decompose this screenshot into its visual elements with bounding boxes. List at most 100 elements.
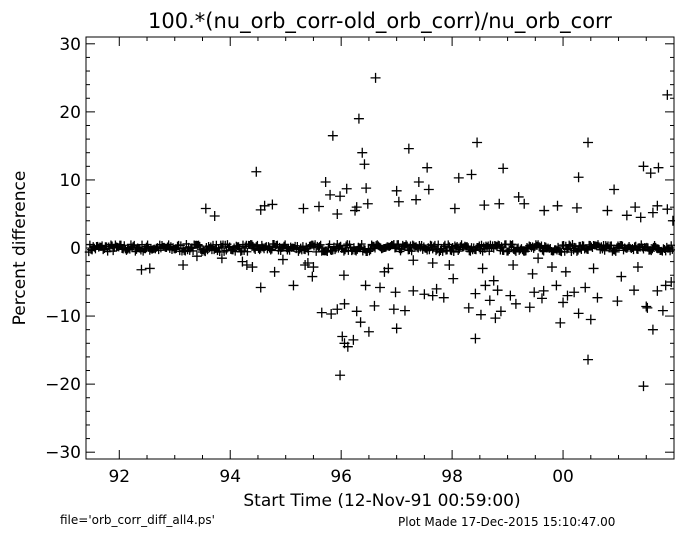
x-tick-label: 92 xyxy=(108,467,130,487)
data-point xyxy=(337,331,348,342)
data-point xyxy=(251,166,262,177)
x-tick-label: 00 xyxy=(552,467,574,487)
x-axis-label: Start Time (12-Nov-91 00:59:00) xyxy=(243,491,520,511)
data-point xyxy=(357,147,368,158)
data-point xyxy=(360,280,371,291)
data-point xyxy=(510,298,521,309)
y-tick-label: −20 xyxy=(45,375,81,395)
data-point xyxy=(645,168,656,179)
data-point xyxy=(536,293,547,304)
y-tick-label: 0 xyxy=(70,239,81,259)
data-point xyxy=(602,205,613,216)
data-point xyxy=(427,257,438,268)
data-points xyxy=(136,72,675,392)
data-point xyxy=(325,189,336,200)
data-point xyxy=(657,305,668,316)
band-point xyxy=(345,240,354,249)
band-point xyxy=(497,242,506,251)
band-point xyxy=(511,247,520,256)
data-point xyxy=(332,304,343,315)
data-point xyxy=(339,338,350,349)
data-point xyxy=(592,292,603,303)
data-point xyxy=(408,285,419,296)
data-point xyxy=(470,288,481,299)
data-point xyxy=(332,208,343,219)
data-point xyxy=(621,210,632,221)
data-point xyxy=(353,113,364,124)
band-point xyxy=(366,246,375,255)
axes: 92 94 96 98 00 30 20 10 0 −10 −20 −30 xyxy=(45,35,674,487)
data-point xyxy=(527,268,538,279)
data-point xyxy=(562,290,573,301)
data-point xyxy=(339,298,350,309)
data-point xyxy=(652,200,663,211)
y-tick-label: −10 xyxy=(45,307,81,327)
data-point xyxy=(388,304,399,315)
data-point xyxy=(560,266,571,277)
x-tick-label: 94 xyxy=(219,467,241,487)
data-point xyxy=(259,200,270,211)
band-point xyxy=(565,240,574,249)
band-point xyxy=(129,242,138,251)
band-point xyxy=(85,240,94,249)
data-point xyxy=(638,381,649,392)
band-point xyxy=(572,247,581,256)
data-point xyxy=(300,260,311,271)
band-point xyxy=(315,242,324,251)
band-point xyxy=(281,240,290,249)
data-point xyxy=(444,260,455,271)
band-point xyxy=(189,246,198,255)
data-point xyxy=(475,309,486,320)
data-point xyxy=(361,183,372,194)
data-point xyxy=(573,308,584,319)
data-point xyxy=(529,287,540,298)
data-point xyxy=(495,306,506,317)
data-point xyxy=(393,196,404,207)
band-point xyxy=(124,244,133,253)
data-point xyxy=(375,282,385,293)
band-point xyxy=(357,239,366,248)
data-point xyxy=(335,191,346,202)
data-point xyxy=(519,198,530,209)
data-point xyxy=(178,260,189,271)
y-tick-label: −30 xyxy=(45,443,81,463)
data-point xyxy=(552,200,563,211)
data-point xyxy=(453,172,464,183)
data-point xyxy=(488,275,499,286)
band-point xyxy=(342,241,351,250)
data-point xyxy=(341,183,352,194)
data-point xyxy=(571,202,582,213)
data-point xyxy=(438,292,449,303)
data-point xyxy=(463,302,474,313)
data-point xyxy=(370,72,381,83)
band-point xyxy=(611,247,620,256)
data-point xyxy=(632,262,643,273)
data-point xyxy=(313,201,324,212)
data-point xyxy=(363,326,374,337)
data-point xyxy=(662,204,673,215)
band-point xyxy=(667,241,675,250)
data-point xyxy=(629,285,640,296)
data-point xyxy=(638,161,649,172)
data-point xyxy=(209,211,220,222)
data-point xyxy=(327,130,338,141)
data-point xyxy=(588,263,599,274)
data-point xyxy=(653,162,664,173)
data-point xyxy=(307,271,318,282)
band-point xyxy=(668,245,675,254)
data-point xyxy=(555,317,566,328)
band-point xyxy=(647,247,656,256)
data-point xyxy=(513,191,524,202)
band-point xyxy=(120,241,129,250)
data-point xyxy=(448,273,459,284)
data-point xyxy=(399,305,410,316)
data-point xyxy=(350,205,361,216)
band-point xyxy=(323,248,332,257)
data-point xyxy=(355,317,366,328)
data-point xyxy=(470,333,481,344)
data-point xyxy=(480,280,491,291)
band-point xyxy=(394,240,403,249)
data-point xyxy=(391,185,402,196)
band-point xyxy=(508,240,517,249)
data-point xyxy=(533,253,544,264)
